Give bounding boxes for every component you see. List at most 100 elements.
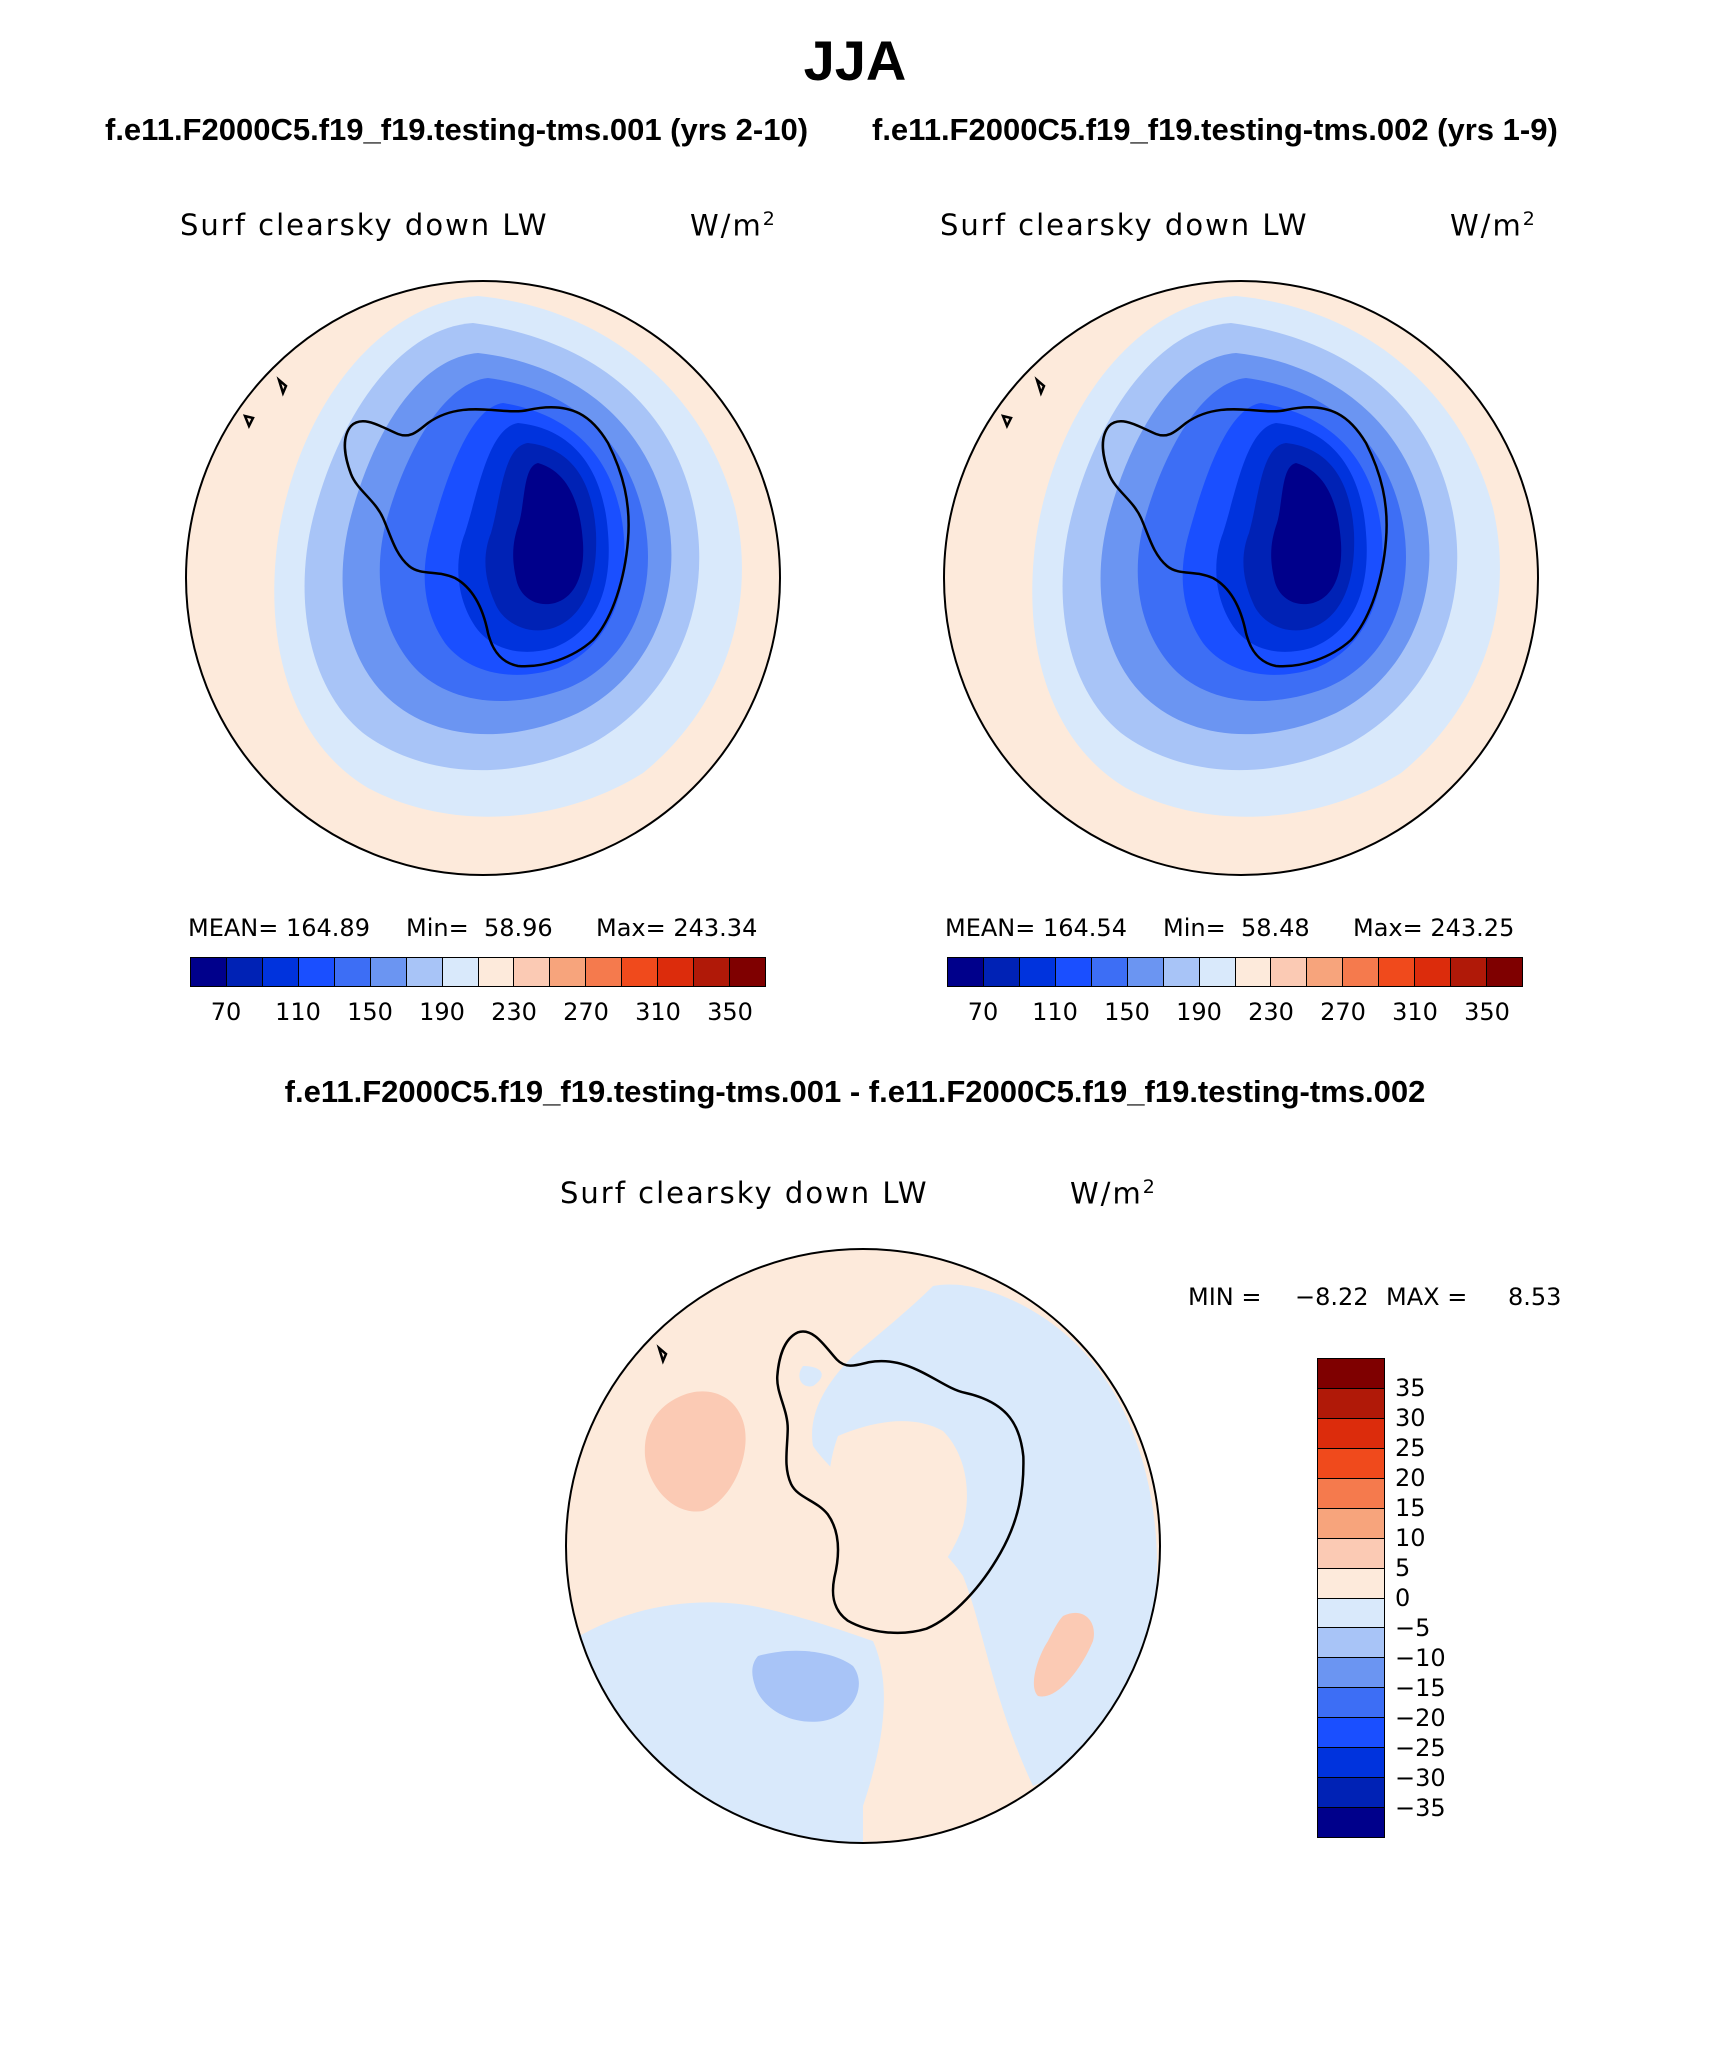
colorbar-swatch (1415, 958, 1452, 986)
colorbar-swatch (1019, 958, 1056, 986)
colorbar-swatch (1318, 1808, 1384, 1837)
panel2-min: Min= 58.48 (1163, 914, 1310, 942)
case1-title: f.e11.F2000C5.f19_f19.testing-tms.001 (y… (105, 112, 809, 147)
colorbar-swatch (586, 958, 623, 986)
colorbar-tick-label: −10 (1395, 1644, 1446, 1672)
colorbar-tick-label: −35 (1395, 1794, 1446, 1822)
colorbar-tick-label: 70 (967, 998, 999, 1026)
colorbar-swatch (1487, 958, 1522, 986)
colorbar-tick-label: 350 (707, 998, 753, 1026)
colorbar-swatch (1318, 1688, 1384, 1719)
colorbar-tick-label: 150 (347, 998, 393, 1026)
diff-min-label: MIN = (1188, 1283, 1262, 1311)
colorbar-swatch (983, 958, 1020, 986)
panel1-mean: MEAN= 164.89 (188, 914, 370, 942)
colorbar-tick-label: 110 (1032, 998, 1078, 1026)
colorbar-swatch (694, 958, 731, 986)
colorbar-swatch (1318, 1508, 1384, 1539)
colorbar-swatch (1318, 1628, 1384, 1659)
colorbar-swatch (1318, 1418, 1384, 1449)
colorbar-swatch (334, 958, 371, 986)
colorbar-swatch (1318, 1359, 1384, 1389)
colorbar-tick-label: 150 (1104, 998, 1150, 1026)
colorbar-swatch (406, 958, 443, 986)
colorbar-tick-label: 190 (1176, 998, 1222, 1026)
colorbar-tick-label: 20 (1395, 1464, 1426, 1492)
colorbar-tick-label: 350 (1464, 998, 1510, 1026)
diff-max-value: 8.53 (1508, 1283, 1562, 1311)
colorbar-tick-label: 70 (210, 998, 242, 1026)
colorbar-tick-label: 15 (1395, 1494, 1426, 1522)
panel2-mean: MEAN= 164.54 (945, 914, 1127, 942)
colorbar-swatch (262, 958, 299, 986)
difference-title: f.e11.F2000C5.f19_f19.testing-tms.001 - … (284, 1074, 1426, 1109)
colorbar-tick-label: −15 (1395, 1674, 1446, 1702)
colorbar-swatch (1318, 1748, 1384, 1779)
colorbar-tick-label: −25 (1395, 1734, 1446, 1762)
colorbar-tick-label: 270 (563, 998, 609, 1026)
panel1-min: Min= 58.96 (406, 914, 553, 942)
diff-units-label: W/m2 (1070, 1176, 1157, 1211)
colorbar-tick-label: −30 (1395, 1764, 1446, 1792)
panel1-variable-label: Surf clearsky down LW (180, 208, 549, 242)
diff-variable-label: Surf clearsky down LW (560, 1176, 929, 1210)
colorbar-tick-label: 30 (1395, 1404, 1426, 1432)
colorbar-swatch (550, 958, 587, 986)
difference-map (565, 1248, 1161, 1844)
difference-colorbar (1317, 1358, 1385, 1838)
colorbar-tick-label: 110 (275, 998, 321, 1026)
colorbar-tick-label: 230 (491, 998, 537, 1026)
colorbar-tick-label: 35 (1395, 1374, 1426, 1402)
colorbar-swatch (1318, 1538, 1384, 1569)
colorbar-tick-label: 310 (635, 998, 681, 1026)
colorbar-tick-label: 310 (1392, 998, 1438, 1026)
colorbar-swatch (1451, 958, 1488, 986)
colorbar-swatch (1307, 958, 1344, 986)
colorbar-swatch (1318, 1478, 1384, 1509)
colorbar-swatch (442, 958, 479, 986)
colorbar-swatch (1318, 1718, 1384, 1749)
colorbar-tick-label: 270 (1320, 998, 1366, 1026)
panel1-colorbar (190, 957, 766, 987)
panel1-colorbar-labels: 70 110 150 190 230 270 310 350 (190, 998, 766, 1028)
panel1-map (185, 280, 781, 876)
panel2-max: Max= 243.25 (1353, 914, 1515, 942)
colorbar-swatch (1235, 958, 1272, 986)
colorbar-swatch (948, 958, 984, 986)
colorbar-swatch (1318, 1598, 1384, 1629)
colorbar-swatch (1318, 1448, 1384, 1479)
colorbar-tick-label: −20 (1395, 1704, 1446, 1732)
colorbar-tick-label: 10 (1395, 1524, 1426, 1552)
colorbar-swatch (478, 958, 515, 986)
colorbar-swatch (191, 958, 227, 986)
panel1-units-label: W/m2 (690, 208, 777, 243)
colorbar-swatch (1199, 958, 1236, 986)
colorbar-swatch (1163, 958, 1200, 986)
colorbar-tick-label: 5 (1395, 1554, 1411, 1582)
colorbar-tick-label: 25 (1395, 1434, 1426, 1462)
colorbar-swatch (514, 958, 551, 986)
colorbar-swatch (1318, 1388, 1384, 1419)
case2-title: f.e11.F2000C5.f19_f19.testing-tms.002 (y… (872, 112, 1558, 147)
panel2-map (943, 280, 1539, 876)
colorbar-tick-label: 190 (419, 998, 465, 1026)
colorbar-swatch (658, 958, 695, 986)
panel2-colorbar (947, 957, 1523, 987)
colorbar-tick-label: −5 (1395, 1614, 1431, 1642)
panel2-units-label: W/m2 (1450, 208, 1537, 243)
colorbar-swatch (1055, 958, 1092, 986)
panel2-colorbar-labels: 70 110 150 190 230 270 310 350 (947, 998, 1523, 1028)
colorbar-swatch (730, 958, 765, 986)
panel2-variable-label: Surf clearsky down LW (940, 208, 1309, 242)
colorbar-swatch (1271, 958, 1308, 986)
colorbar-swatch (1091, 958, 1128, 986)
colorbar-tick-label: 230 (1248, 998, 1294, 1026)
colorbar-swatch (1318, 1568, 1384, 1599)
colorbar-tick-label: 0 (1395, 1584, 1411, 1612)
colorbar-swatch (1127, 958, 1164, 986)
colorbar-swatch (1379, 958, 1416, 986)
diff-min-value: −8.22 (1295, 1283, 1369, 1311)
colorbar-swatch (226, 958, 263, 986)
colorbar-swatch (298, 958, 335, 986)
season-title: JJA (803, 29, 907, 92)
